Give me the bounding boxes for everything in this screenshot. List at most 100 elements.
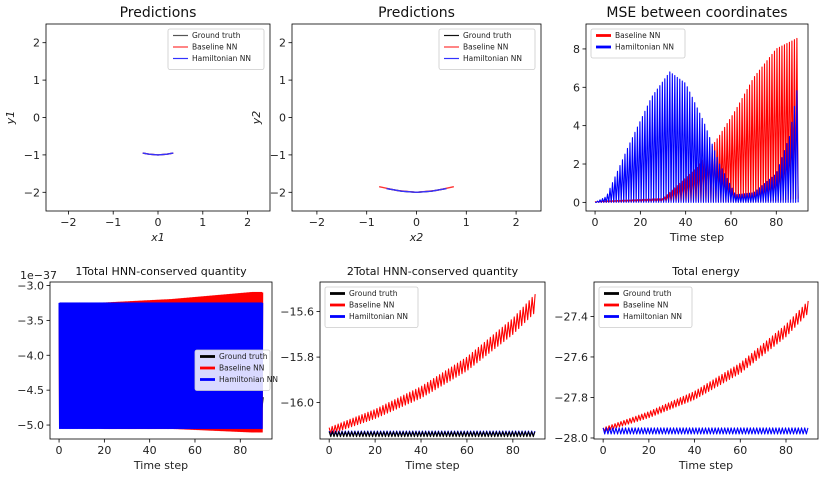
x-tick-label: 1 bbox=[463, 216, 470, 229]
x-tick-label: −2 bbox=[60, 216, 76, 229]
series-hamiltonian-nn bbox=[602, 427, 809, 435]
legend: Ground truth Baseline NN Hamiltonian NN bbox=[598, 286, 693, 328]
chart-panel-4: 1Total HNN-conserved quantity 0 20 40 60 80 −5… bbox=[17, 265, 278, 472]
chart-title: MSE between coordinates bbox=[606, 5, 787, 21]
legend-label: Hamiltonian NN bbox=[192, 54, 251, 63]
legend: Ground truth Baseline NN Hamiltonian NN bbox=[167, 28, 265, 70]
y-tick-label: −3.5 bbox=[17, 314, 44, 327]
x-axis-label: Time step bbox=[669, 231, 724, 244]
series-baseline-nn bbox=[602, 300, 809, 433]
legend: Ground truth Baseline NN Hamiltonian NN bbox=[438, 28, 536, 70]
y-tick-label: −2 bbox=[24, 186, 40, 199]
legend-box bbox=[438, 28, 536, 70]
plot-frame bbox=[593, 281, 819, 440]
legend-label: Baseline NN bbox=[192, 43, 237, 52]
legend-box bbox=[167, 28, 265, 70]
series-group bbox=[602, 300, 809, 435]
legend-label: Baseline NN bbox=[623, 301, 668, 310]
y-tick-label: −15.6 bbox=[280, 306, 314, 319]
y-tick-label: −4.0 bbox=[17, 349, 44, 362]
x-tick-label: 80 bbox=[779, 444, 793, 457]
x-tick-label: 60 bbox=[733, 444, 747, 457]
chart-panel-1: Predictions −2 −1 0 1 2 −2 −1 0 1 2 x1 y1 Ground trut… bbox=[4, 5, 271, 244]
y-tick-label: −3.0 bbox=[17, 279, 44, 292]
y-tick-label: 0 bbox=[33, 112, 40, 125]
x-tick-label: 20 bbox=[97, 444, 111, 457]
chart-title: Predictions bbox=[378, 5, 455, 21]
chart-panel-6: Total energy 0 20 40 60 80 −28.0 −27.8 −27.6 −27.… bbox=[554, 265, 819, 472]
chart-title: 2Total HNN-conserved quantity bbox=[347, 265, 519, 278]
y-tick-label: −15.8 bbox=[280, 351, 314, 364]
x-tick-label: 0 bbox=[600, 444, 607, 457]
series-group bbox=[328, 294, 536, 438]
x-axis-label: x1 bbox=[150, 231, 165, 244]
legend-label: Ground truth bbox=[219, 352, 268, 361]
series-hamiltonian-nn bbox=[595, 71, 799, 203]
series-group bbox=[142, 152, 174, 156]
x-tick-label: 0 bbox=[155, 216, 162, 229]
chart-panel-5: 2Total HNN-conserved quantity 0 20 40 60 80 −1… bbox=[280, 265, 546, 472]
y-tick-label: −4.5 bbox=[17, 384, 44, 397]
legend-label: Ground truth bbox=[623, 289, 672, 298]
x-tick-label: 20 bbox=[642, 444, 656, 457]
legend: Ground truth Baseline NN Hamiltonian NN bbox=[194, 349, 278, 391]
x-axis-label: Time step bbox=[404, 459, 459, 472]
chart-title: 1Total HNN-conserved quantity bbox=[75, 265, 247, 278]
legend-box bbox=[598, 286, 693, 328]
x-tick-label: 40 bbox=[414, 444, 428, 457]
x-tick-label: 0 bbox=[592, 216, 599, 229]
y-tick-label: 2 bbox=[279, 37, 286, 50]
chart-panel-3: MSE between coordinates 0 20 40 60 80 0 2 4 6 8 Tim… bbox=[573, 5, 809, 244]
y-tick-label: 4 bbox=[573, 120, 580, 133]
legend-label: Hamiltonian NN bbox=[615, 43, 674, 52]
y-tick-label: 1 bbox=[33, 74, 40, 87]
y-tick-label: −28.0 bbox=[554, 432, 588, 445]
chart-title: Predictions bbox=[120, 5, 197, 21]
x-tick-label: −2 bbox=[309, 216, 325, 229]
y-tick-label: 0 bbox=[279, 112, 286, 125]
x-tick-label: 0 bbox=[413, 216, 420, 229]
x-tick-label: −1 bbox=[359, 216, 375, 229]
plot-frame bbox=[585, 23, 809, 212]
legend: Ground truth Baseline NN Hamiltonian NN bbox=[324, 286, 419, 328]
series-ground-truth bbox=[328, 431, 536, 438]
series-baseline-nn bbox=[328, 294, 536, 435]
series-hamiltonian-nn bbox=[386, 187, 447, 194]
y-tick-label: 1 bbox=[279, 74, 286, 87]
legend-label: Baseline NN bbox=[463, 43, 508, 52]
x-tick-label: 60 bbox=[460, 444, 474, 457]
x-tick-label: 80 bbox=[769, 216, 783, 229]
y-axis-label: y2 bbox=[250, 111, 263, 126]
y-tick-label: 8 bbox=[573, 43, 580, 56]
y-axis-label: y1 bbox=[4, 111, 17, 126]
x-axis-label: Time step bbox=[678, 459, 733, 472]
legend-label: Baseline NN bbox=[349, 301, 394, 310]
y-tick-label: 6 bbox=[573, 81, 580, 94]
x-tick-label: 0 bbox=[56, 444, 63, 457]
chart-panel-2: Predictions −2 −1 0 1 2 −2 −1 0 1 2 x2 y2 Ground trut… bbox=[250, 5, 542, 244]
y-tick-label: −5.0 bbox=[17, 419, 44, 432]
legend-label: Hamiltonian NN bbox=[349, 312, 408, 321]
y-scale-note: 1e−37 bbox=[20, 269, 57, 282]
legend-label: Ground truth bbox=[192, 31, 241, 40]
legend-box bbox=[324, 286, 419, 328]
plot-frame bbox=[49, 281, 273, 440]
y-tick-label: −2 bbox=[270, 186, 286, 199]
legend-label: Ground truth bbox=[349, 289, 398, 298]
legend-label: Baseline NN bbox=[219, 364, 264, 373]
x-axis-label: Time step bbox=[133, 459, 188, 472]
x-tick-label: 40 bbox=[679, 216, 693, 229]
x-tick-label: −1 bbox=[105, 216, 121, 229]
legend-label: Hamiltonian NN bbox=[623, 312, 682, 321]
plot-frame bbox=[319, 281, 546, 440]
legend: Baseline NN Hamiltonian NN bbox=[590, 28, 686, 59]
x-tick-label: 2 bbox=[513, 216, 520, 229]
legend-label: Baseline NN bbox=[615, 31, 660, 40]
chart-title: Total energy bbox=[671, 265, 740, 278]
legend-label: Hamiltonian NN bbox=[219, 375, 278, 384]
y-tick-label: 2 bbox=[33, 37, 40, 50]
x-tick-label: 2 bbox=[244, 216, 251, 229]
x-tick-label: 40 bbox=[688, 444, 702, 457]
x-tick-label: 1 bbox=[199, 216, 206, 229]
